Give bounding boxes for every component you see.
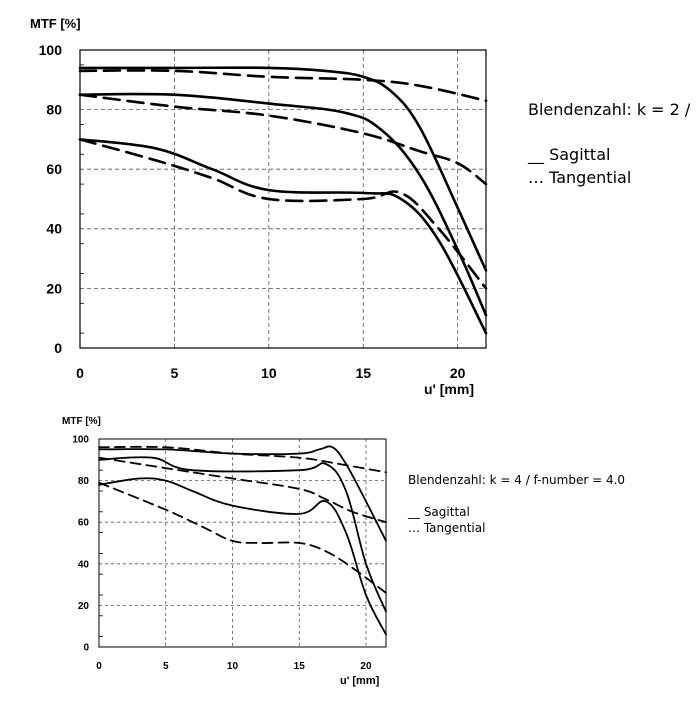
- y-tick-label: 100: [39, 42, 63, 58]
- mtf-chart-k4: MTF [%] u' [mm] 0 5 10 15 20 0 20 40 60 80 100 Ble…: [62, 416, 625, 687]
- legend-sagittal: __ Sagittal: [407, 505, 470, 519]
- legend-tangential: … Tangential: [408, 521, 485, 535]
- y-tick-label: 60: [78, 518, 90, 529]
- x-tick-label: 20: [450, 365, 466, 381]
- series-group: [78, 66, 488, 335]
- y-axis-label: MTF [%]: [62, 416, 101, 427]
- tangential-series-line: [78, 69, 488, 102]
- tangential-series-line: [98, 445, 387, 474]
- y-tick-label: 20: [46, 280, 62, 296]
- grid: [80, 50, 486, 348]
- mtf-chart-k2: MTF [%] u' [mm] 0 5 10 15 20 0 20 40 60 80 100 Ble…: [30, 16, 691, 397]
- tick-labels: 0 5 10 15 20 0 20 40 60 80 100: [39, 42, 466, 381]
- x-axis-label: u' [mm]: [340, 675, 380, 687]
- x-tick-label: 15: [355, 365, 371, 381]
- x-tick-label: 5: [171, 365, 179, 381]
- x-tick-label: 5: [163, 661, 169, 672]
- tangential-series-line: [78, 93, 488, 186]
- plot-frame: [79, 49, 487, 349]
- legend-title: Blendenzahl: k = 2 /: [528, 100, 691, 119]
- y-tick-label: 80: [78, 476, 90, 487]
- x-tick-label: 15: [294, 661, 306, 672]
- legend-sagittal: __ Sagittal: [527, 145, 610, 165]
- plot-frame: [98, 438, 387, 648]
- sagittal-series-line: [78, 138, 488, 335]
- x-tick-label: 0: [96, 661, 102, 672]
- x-tick-label: 10: [261, 365, 277, 381]
- x-axis-label: u' [mm]: [424, 381, 474, 397]
- tick-labels: 0 5 10 15 20 0 20 40 60 80 100: [72, 435, 372, 673]
- sagittal-series-line: [98, 445, 387, 542]
- legend-tangential: … Tangential: [528, 168, 631, 187]
- x-tick-label: 0: [76, 365, 84, 381]
- y-tick-label: 0: [54, 340, 62, 356]
- sagittal-series-line: [78, 92, 488, 317]
- y-tick-label: 40: [46, 221, 62, 237]
- y-axis-label: MTF [%]: [30, 16, 81, 31]
- series-group: [98, 445, 387, 636]
- sagittal-series-line: [78, 66, 488, 272]
- grid: [99, 439, 386, 647]
- y-tick-label: 40: [78, 559, 90, 570]
- sagittal-series-line: [98, 477, 387, 636]
- tangential-series-line: [78, 138, 488, 290]
- tangential-series-line: [98, 481, 387, 594]
- y-tick-label: 20: [78, 601, 90, 612]
- sagittal-series-line: [98, 456, 387, 613]
- y-tick-label: 100: [72, 435, 89, 446]
- y-tick-label: 0: [83, 643, 89, 654]
- x-tick-label: 20: [360, 661, 372, 672]
- tangential-series-line: [98, 456, 387, 524]
- y-tick-label: 60: [46, 161, 62, 177]
- legend-title: Blendenzahl: k = 4 / f-number = 4.0: [408, 473, 625, 487]
- y-tick-label: 80: [46, 102, 62, 118]
- x-tick-label: 10: [227, 661, 239, 672]
